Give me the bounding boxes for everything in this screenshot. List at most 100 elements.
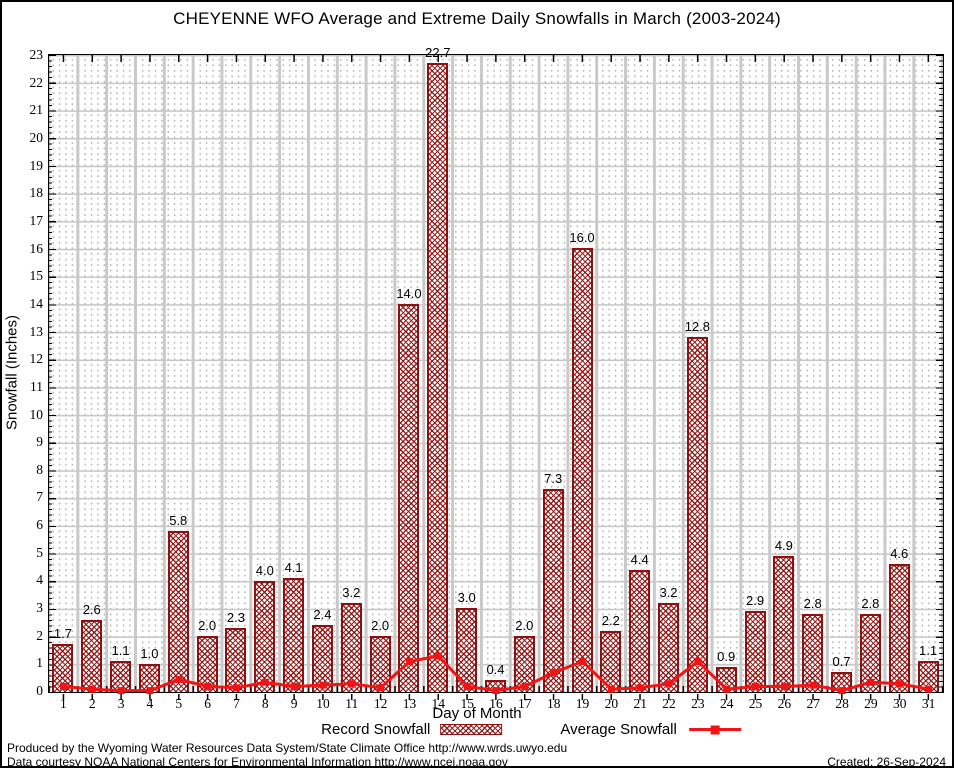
avg-marker-day-10 [319,681,326,689]
avg-marker-day-16 [492,686,499,694]
bar-value-day-26: 4.9 [774,537,793,553]
x-tick-label-11: 11 [345,696,359,711]
x-tick-label-20: 20 [604,696,619,711]
y-tick-label-21: 21 [29,102,44,118]
bar-value-day-2: 2.6 [82,601,101,617]
bar-value-day-22: 3.2 [659,584,678,600]
bar-day-26 [773,555,795,692]
y-tick-label-8: 8 [36,461,43,477]
bar-value-day-31: 1.1 [919,643,938,659]
bar-value-day-20: 2.2 [601,612,620,628]
bar-day-3 [110,661,132,692]
footer-source-line: Produced by the Wyoming Water Resources … [7,741,568,755]
x-tick-label-24: 24 [719,696,734,711]
bar-value-day-25: 2.9 [746,593,765,609]
avg-marker-day-11 [347,679,355,687]
avg-marker-day-24 [722,685,730,693]
x-tick-label-9: 9 [290,696,298,711]
avg-marker-day-18 [549,668,557,676]
avg-marker-day-23 [693,657,701,665]
x-tick-label-12: 12 [373,696,388,711]
avg-marker-day-20 [607,685,615,693]
y-tick-label-12: 12 [29,351,44,367]
y-axis-ticks-right [935,54,943,692]
bar-day-20 [600,630,622,692]
x-axis-ticks-outside [49,693,943,700]
x-tick-label-13: 13 [402,696,417,711]
legend: Record Snowfall Average Snowfall [321,721,741,738]
bar-value-day-4: 1.0 [140,645,159,661]
bar-value-day-21: 4.4 [630,551,649,567]
avg-marker-day-9 [290,682,298,690]
x-tick-label-2: 2 [88,696,96,711]
avg-marker-day-26 [780,682,788,690]
avg-marker-day-15 [463,682,471,690]
x-tick-label-30: 30 [892,696,907,711]
record-snowfall-swatch-icon [440,724,503,735]
bar-day-6 [196,636,218,692]
x-tick-label-23: 23 [691,696,705,711]
bar-value-day-23: 12.8 [684,319,711,334]
y-axis-ticks-left [48,54,56,692]
bar-day-22 [658,602,680,692]
avg-marker-day-29 [866,678,874,686]
x-tick-label-17: 17 [518,696,532,711]
bar-value-day-15: 3.0 [457,590,476,606]
footer-courtesy-line: Data courtesy NOAA National Centers for … [7,755,508,768]
x-tick-label-18: 18 [546,696,561,711]
bar-day-13 [398,303,420,692]
avg-marker-day-17 [520,682,528,690]
y-tick-label-23: 23 [29,47,44,62]
footer-created-date: Created: 26-Sep-2024 [827,755,946,768]
avg-marker-day-27 [809,681,817,689]
bar-value-day-30: 4.6 [890,546,909,562]
y-tick-label-19: 19 [29,157,44,173]
x-tick-label-28: 28 [835,696,849,711]
bar-day-7 [225,627,247,692]
x-tick-label-10: 10 [316,696,330,711]
bar-value-day-13: 14.0 [396,285,422,301]
bar-day-17 [513,636,535,692]
x-tick-label-3: 3 [117,696,125,711]
x-tick-label-7: 7 [233,696,240,711]
x-axis-title: Day of Month [432,705,522,722]
y-tick-label-10: 10 [29,406,44,422]
y-tick-label-15: 15 [29,268,44,284]
x-tick-label-6: 6 [204,696,211,711]
bar-day-4 [138,663,160,692]
bar-value-day-7: 2.3 [226,609,245,625]
y-tick-label-5: 5 [36,544,43,560]
bar-day-21 [629,569,651,692]
bar-day-9 [283,577,305,692]
chart-title: CHEYENNE WFO Average and Extreme Daily S… [173,9,781,28]
bar-day-28 [831,672,853,692]
bar-day-15 [456,608,478,692]
bar-day-18 [542,489,564,692]
legend-record-label: Record Snowfall [321,721,431,738]
bar-value-day-6: 2.0 [198,618,217,634]
bar-day-14 [427,62,449,692]
bar-day-19 [571,248,593,692]
bar-day-23 [686,337,708,692]
y-tick-label-16: 16 [29,240,44,256]
avg-marker-day-5 [174,675,182,683]
x-tick-label-14: 14 [431,696,446,711]
bar-day-5 [167,530,189,692]
y-tick-label-20: 20 [29,130,44,145]
avg-marker-day-2 [88,685,96,693]
y-tick-label-1: 1 [36,655,43,671]
bar-value-day-5: 5.8 [169,512,188,528]
avg-marker-day-8 [261,678,269,686]
bar-day-11 [340,602,362,692]
y-tick-label-11: 11 [30,378,43,394]
bar-day-31 [917,661,939,692]
average-snowfall-line [59,652,932,694]
avg-marker-day-25 [751,682,759,690]
bar-value-day-14: 22.7 [425,44,451,60]
avg-marker-day-13 [405,657,413,665]
avg-marker-day-14 [434,652,442,659]
y-tick-label-7: 7 [36,489,43,505]
x-tick-label-26: 26 [777,696,792,711]
x-tick-label-5: 5 [175,696,183,711]
avg-marker-day-19 [578,657,586,665]
